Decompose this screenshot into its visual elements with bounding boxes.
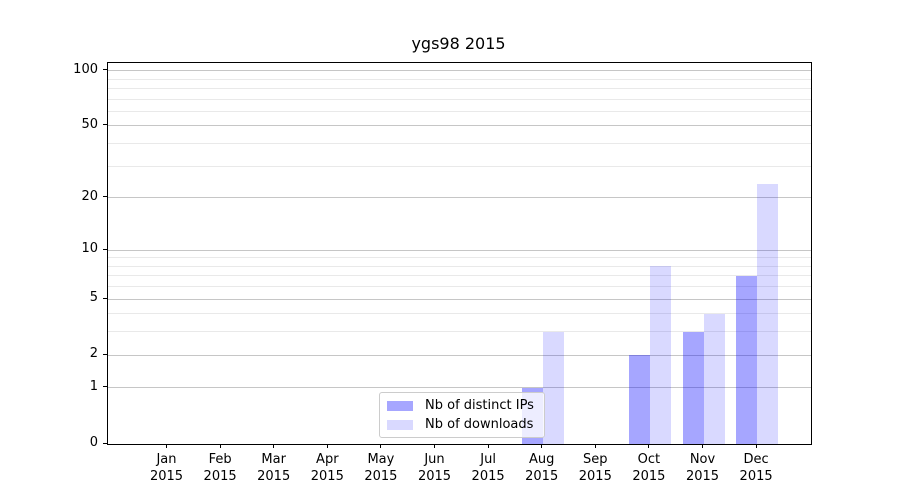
minor-gridline (108, 78, 811, 80)
minor-gridline (108, 286, 811, 288)
x-tick-label: Jul 2015 (471, 452, 505, 484)
plot-area (107, 62, 812, 445)
x-tick-mark (219, 444, 221, 448)
y-tick-label: 10 (81, 241, 98, 256)
bar (703, 313, 725, 444)
bar (757, 183, 779, 444)
x-tick-mark (541, 444, 543, 448)
minor-gridline (108, 313, 811, 315)
minor-gridline (108, 98, 811, 100)
bar (682, 331, 704, 444)
x-tick-label: Mar 2015 (257, 452, 291, 484)
x-tick-mark (648, 444, 650, 448)
minor-gridline (108, 265, 811, 267)
x-tick-mark (380, 444, 382, 448)
x-tick-mark (487, 444, 489, 448)
y-tick-mark (103, 442, 107, 444)
minor-gridline (108, 143, 811, 145)
minor-gridline (108, 331, 811, 333)
x-tick-mark (273, 444, 275, 448)
legend: Nb of distinct IPs Nb of downloads (379, 392, 545, 438)
bar (736, 275, 758, 444)
y-tick-mark (103, 386, 107, 388)
y-tick-label: 2 (89, 346, 98, 362)
major-gridline (108, 125, 811, 127)
minor-gridline (108, 275, 811, 277)
y-tick-label: 50 (81, 116, 98, 132)
legend-swatch-downloads (387, 419, 413, 430)
x-tick-label: Jan 2015 (149, 452, 184, 484)
x-tick-label: Sep 2015 (578, 452, 612, 484)
x-tick-mark (755, 444, 757, 448)
x-tick-mark (434, 444, 435, 448)
legend-label-distinct-ips: Nb of distinct IPs (425, 398, 534, 413)
y-tick-label: 0 (89, 435, 98, 450)
major-gridline (108, 298, 811, 300)
x-tick-label: May 2015 (364, 452, 398, 484)
x-tick-mark (702, 444, 703, 448)
bar (628, 355, 650, 444)
y-tick-mark (103, 124, 107, 126)
y-tick-mark (103, 196, 107, 198)
y-tick-mark (103, 248, 107, 250)
major-gridline (108, 387, 811, 389)
bar (649, 266, 671, 444)
minor-gridline (108, 165, 811, 167)
x-tick-label: Jun 2015 (417, 452, 452, 484)
x-tick-label: Aug 2015 (525, 452, 559, 484)
y-tick-label: 20 (81, 188, 98, 204)
y-tick-mark (103, 353, 107, 355)
chart-title: ygs98 2015 (411, 34, 506, 53)
major-gridline (108, 249, 811, 251)
minor-gridline (108, 87, 811, 89)
bar (542, 331, 564, 444)
x-tick-label: Feb 2015 (203, 452, 237, 484)
legend-entry-distinct-ips: Nb of distinct IPs (387, 398, 537, 413)
major-gridline (108, 354, 811, 356)
legend-swatch-distinct-ips (387, 400, 413, 411)
y-tick-label: 1 (89, 378, 98, 394)
x-tick-label: Dec 2015 (739, 452, 773, 484)
y-tick-label: 100 (73, 61, 98, 77)
minor-gridline (108, 257, 811, 259)
minor-gridline (108, 110, 811, 112)
legend-label-downloads: Nb of downloads (425, 417, 534, 432)
x-tick-label: Oct 2015 (632, 452, 666, 484)
y-tick-mark (103, 69, 107, 71)
y-tick-label: 5 (89, 290, 98, 306)
y-tick-mark (103, 297, 107, 299)
x-tick-mark (166, 444, 167, 448)
x-tick-mark (326, 444, 328, 448)
x-tick-label: Apr 2015 (310, 452, 344, 484)
x-tick-mark (594, 444, 596, 448)
major-gridline (108, 70, 811, 72)
major-gridline (108, 197, 811, 199)
x-tick-label: Nov 2015 (685, 452, 720, 484)
legend-entry-downloads: Nb of downloads (387, 417, 537, 432)
